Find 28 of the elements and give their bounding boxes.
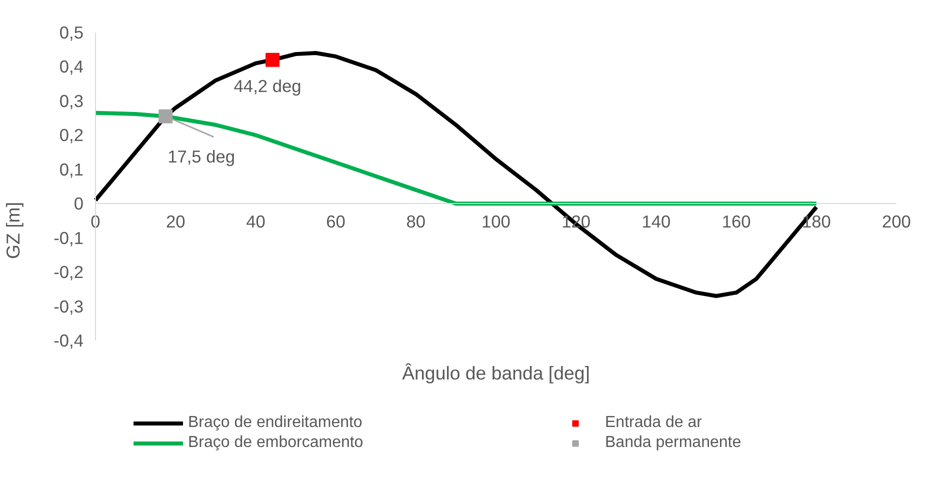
annotation: 44,2 deg: [234, 76, 302, 96]
y-tick-label: 0,1: [59, 159, 84, 180]
y-axis-title: GZ [m]: [2, 202, 24, 259]
y-tick-label: 0,4: [59, 56, 84, 77]
x-tick-label: 80: [406, 212, 426, 232]
y-tick-label: -0,3: [54, 296, 84, 316]
annotation: 17,5 deg: [168, 146, 236, 166]
x-tick-label: 160: [722, 212, 751, 232]
y-tick-label: 0: [74, 194, 84, 214]
x-tick-label: 200: [882, 212, 911, 232]
legend-label: Entrada de ar: [605, 414, 703, 432]
x-tick-label: 0: [90, 212, 100, 232]
y-tick-label: 0,2: [59, 125, 84, 146]
y-tick-label: 0,3: [59, 90, 84, 111]
legend-label: Banda permanente: [605, 434, 742, 452]
legend-label: Braço de endireitamento: [188, 414, 364, 432]
x-tick-label: 100: [482, 212, 510, 232]
line-series: [94, 110, 818, 206]
legend-label: Braço de emborcamento: [188, 434, 364, 452]
y-tick-label: -0,1: [54, 228, 84, 248]
x-tick-label: 140: [642, 212, 671, 232]
y-tick-label: -0,4: [54, 330, 84, 350]
x-tick-label: 40: [246, 212, 266, 232]
x-axis-title: Ângulo de banda [deg]: [402, 362, 590, 384]
x-tick-label: 60: [326, 212, 346, 232]
y-tick-label: 0,5: [59, 22, 84, 42]
x-tick-label: 20: [166, 212, 186, 232]
y-tick-label: -0,2: [54, 262, 84, 282]
